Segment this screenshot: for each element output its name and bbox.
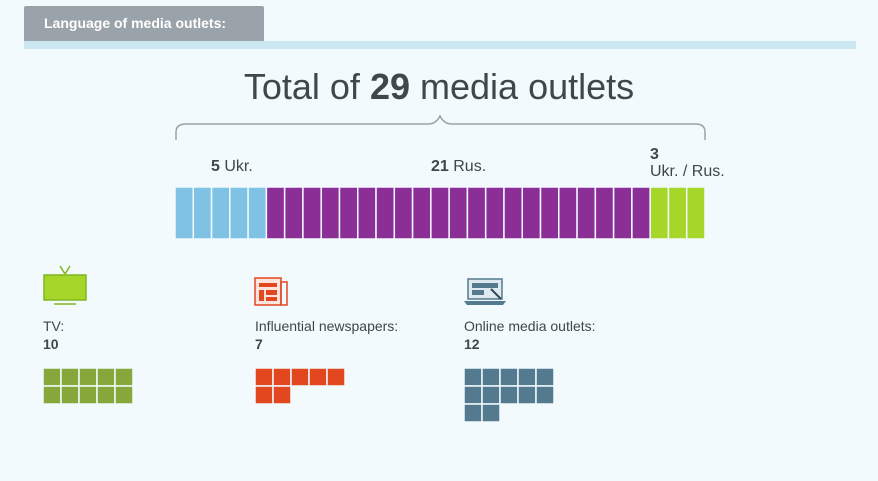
stack-cell-rus [265, 187, 286, 239]
title-prefix: Total of [243, 66, 360, 107]
laptop-icon [464, 278, 506, 305]
unit-cell [272, 385, 292, 405]
newspapers-label: Influential newspapers: [255, 318, 399, 334]
unit-cell [481, 403, 501, 423]
stack-cell-rus [612, 187, 633, 239]
newspapers-grid [255, 368, 346, 405]
stack-cell-rus [302, 187, 322, 239]
stack-cell-rus [430, 187, 450, 239]
stack-cell-rus [521, 187, 542, 239]
stack-cell-rus [448, 187, 469, 239]
online-label: Online media outlets: [464, 318, 596, 334]
header-divider [24, 41, 856, 49]
unit-cell [114, 368, 134, 387]
stack-cell-rus [393, 187, 414, 239]
unit-cell [517, 368, 537, 387]
stack-cell-rus [631, 187, 651, 239]
unit-cell [499, 385, 519, 405]
stack-cell-rus [503, 187, 524, 239]
unit-cell [308, 368, 328, 387]
rus-label: 21 Rus. [431, 158, 486, 176]
stack-cell-rus [338, 187, 359, 239]
newspaper-icon [254, 277, 288, 306]
unit-cell [499, 368, 519, 387]
unit-cell [481, 385, 501, 405]
mixed-text: Ukr. / Rus. [650, 163, 725, 180]
unit-cell [255, 368, 274, 387]
rus-text: Rus. [453, 158, 487, 175]
title-suffix: media outlets [420, 66, 635, 107]
stack-cell-rus [320, 187, 341, 239]
stack-cell-rus [558, 187, 578, 239]
unit-cell [326, 368, 346, 387]
tv-value: 10 [43, 336, 59, 352]
unit-cell [78, 385, 98, 405]
stack-cell-rus [576, 187, 597, 239]
unit-cell [114, 385, 134, 405]
unit-cell [517, 385, 537, 405]
tv-label: TV: [43, 318, 65, 334]
section-header: Language of media outlets: [24, 6, 264, 41]
unit-cell [96, 385, 116, 405]
tv-category: TV: 10 [43, 318, 64, 352]
online-category: Online media outlets: 12 [464, 318, 596, 352]
unit-cell [60, 385, 80, 405]
newspapers-category: Influential newspapers: 7 [255, 318, 398, 352]
stack-cell-rus [594, 187, 615, 239]
unit-cell [481, 368, 501, 387]
stack-cell-ukr-rus [649, 187, 670, 239]
unit-cell [78, 368, 98, 387]
stack-cell-ukr-rus [685, 187, 705, 239]
mixed-label: 3 Ukr. / Rus. [650, 146, 725, 180]
stack-cell-rus [484, 187, 505, 239]
online-grid [464, 368, 555, 423]
unit-cell [43, 368, 62, 387]
stack-cell-rus [466, 187, 487, 239]
unit-cell [535, 385, 555, 405]
unit-cell [535, 368, 555, 387]
stack-cell-rus [375, 187, 396, 239]
tv-icon [43, 265, 87, 305]
unit-cell [290, 368, 310, 387]
section-header-label: Language of media outlets: [44, 15, 227, 31]
unit-cell [464, 385, 483, 405]
stack-cell-ukr [229, 187, 249, 239]
unit-cell [60, 368, 80, 387]
stack-cell-ukr-rus [667, 187, 688, 239]
unit-cell [96, 368, 116, 387]
page-title: Total of 29 media outlets [0, 66, 878, 108]
language-stacked-bar [175, 187, 705, 239]
newspapers-value: 7 [255, 336, 263, 352]
title-total: 29 [369, 66, 410, 107]
unit-cell [464, 368, 483, 387]
stack-cell-ukr [192, 187, 213, 239]
tv-grid [43, 368, 134, 405]
stack-cell-rus [283, 187, 304, 239]
stack-cell-ukr [175, 187, 195, 239]
mixed-count: 3 [650, 146, 659, 163]
rus-count: 21 [431, 158, 449, 175]
unit-cell [272, 368, 292, 387]
ukr-text: Ukr. [224, 158, 253, 175]
unit-cell [43, 385, 62, 405]
ukr-count: 5 [211, 158, 220, 175]
total-brace [175, 114, 706, 140]
stack-cell-ukr [247, 187, 268, 239]
online-value: 12 [464, 336, 480, 352]
unit-cell [255, 385, 274, 405]
ukr-label: 5 Ukr. [211, 158, 253, 176]
stack-cell-rus [539, 187, 560, 239]
unit-cell [464, 403, 483, 423]
stack-cell-rus [357, 187, 377, 239]
stack-cell-ukr [210, 187, 231, 239]
stack-cell-rus [411, 187, 432, 239]
